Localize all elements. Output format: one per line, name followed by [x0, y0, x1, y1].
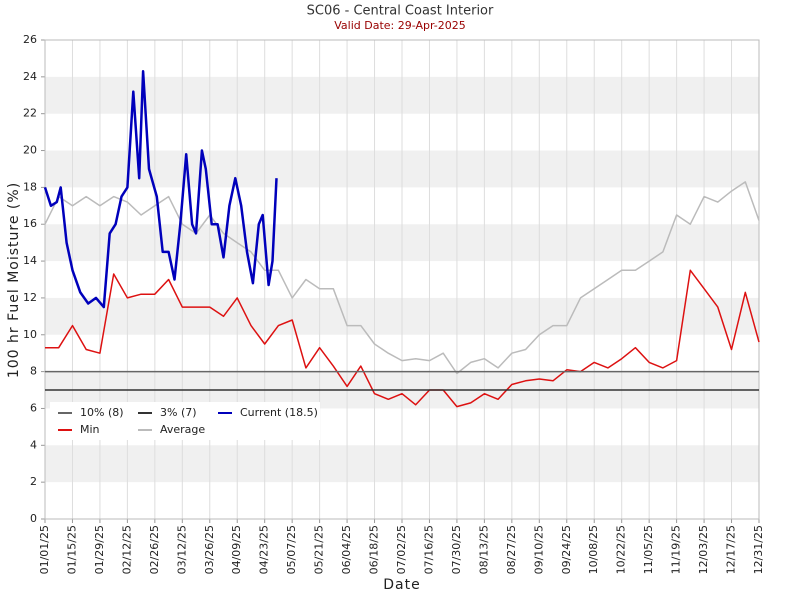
y-tick-label: 6 — [30, 401, 37, 414]
y-tick-label: 16 — [23, 217, 37, 230]
x-tick-label: 03/12/25 — [175, 525, 188, 574]
x-tick-label: 02/12/25 — [120, 525, 133, 574]
y-tick-label: 10 — [23, 328, 37, 341]
legend: 10% (8) 3% (7) Current (18.5) Min Average — [50, 402, 320, 440]
x-tick-label: 06/04/25 — [340, 525, 353, 574]
legend-label: 3% (7) — [160, 406, 197, 419]
x-tick-label: 05/21/25 — [313, 525, 326, 574]
legend-label: Current (18.5) — [240, 406, 318, 419]
x-tick-label: 08/27/25 — [505, 525, 518, 574]
x-tick-label: 12/31/25 — [752, 525, 765, 574]
y-tick-label: 14 — [23, 254, 37, 267]
legend-label: 10% (8) — [80, 406, 124, 419]
x-tick-label: 10/08/25 — [587, 525, 600, 574]
y-tick-label: 4 — [30, 438, 37, 451]
plot-border — [44, 39, 760, 520]
y-tick-label: 18 — [23, 180, 37, 193]
x-tick-label: 01/29/25 — [93, 525, 106, 574]
x-tick-label: 08/13/25 — [477, 525, 490, 574]
x-tick-label: 04/23/25 — [258, 525, 271, 574]
x-tick-label: 09/24/25 — [560, 525, 573, 574]
y-tick-label: 8 — [30, 365, 37, 378]
chart-title: SC06 - Central Coast Interior — [307, 4, 494, 19]
x-tick-label: 01/15/25 — [65, 525, 78, 574]
x-tick-label: 07/30/25 — [450, 525, 463, 574]
x-tick-label: 02/26/25 — [148, 525, 161, 574]
series-line — [45, 269, 760, 408]
x-tick-label: 09/10/25 — [532, 525, 545, 574]
y-tick-label: 0 — [30, 512, 37, 525]
y-tick-label: 12 — [23, 291, 37, 304]
legend-label: Average — [160, 423, 205, 436]
x-axis-label: Date — [383, 577, 420, 593]
series-line — [43, 70, 278, 309]
x-tick-label: 04/09/25 — [230, 525, 243, 574]
y-tick-label: 26 — [23, 33, 37, 46]
x-tick-label: 07/02/25 — [395, 525, 408, 574]
y-tick-label: 24 — [23, 70, 37, 83]
legend-box — [50, 402, 320, 440]
y-tick-label: 2 — [30, 475, 37, 488]
chart-subtitle: Valid Date: 29-Apr-2025 — [334, 19, 466, 32]
legend-label: Min — [80, 423, 100, 436]
x-tick-label: 11/19/25 — [670, 525, 683, 574]
x-tick-label: 11/05/25 — [642, 525, 655, 574]
x-tick-label: 06/18/25 — [368, 525, 381, 574]
y-axis-label: 100 hr Fuel Moisture (%) — [6, 182, 22, 378]
x-tick-label: 12/03/25 — [697, 525, 710, 574]
x-tick-label: 05/07/25 — [285, 525, 298, 574]
x-tick-label: 07/16/25 — [422, 525, 435, 574]
y-tick-label: 20 — [23, 144, 37, 157]
y-tick-label: 22 — [23, 107, 37, 120]
x-tick-label: 03/26/25 — [203, 525, 216, 574]
x-tick-label: 12/17/25 — [725, 525, 738, 574]
series-line — [44, 181, 760, 375]
x-tick-label: 10/22/25 — [615, 525, 628, 574]
x-tick-label: 01/01/25 — [38, 525, 51, 574]
